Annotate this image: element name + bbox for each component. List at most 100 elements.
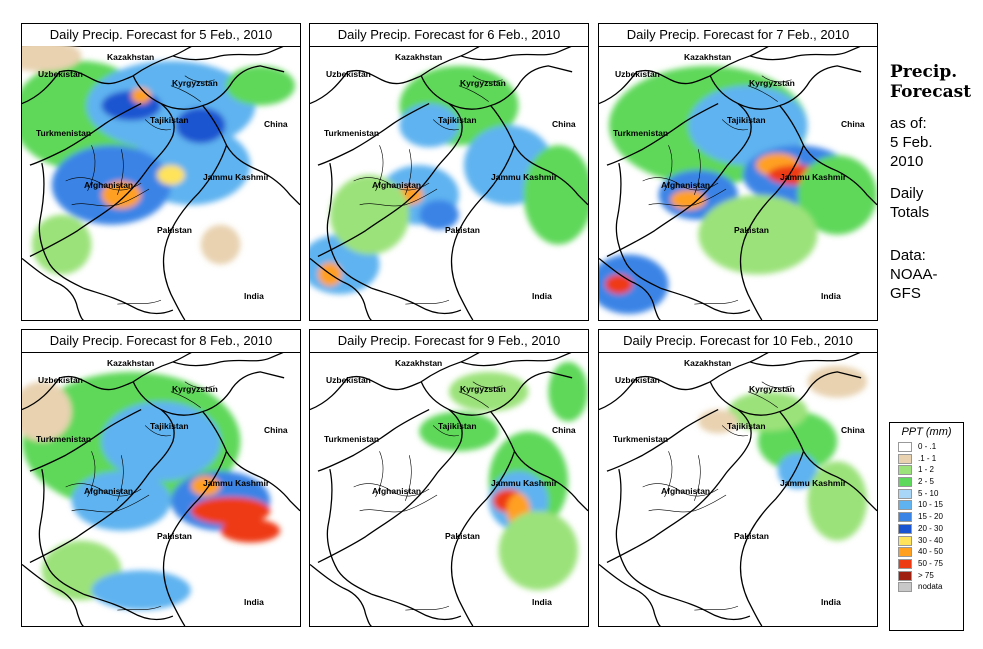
map-label-kyrgyzstan: Kyrgyzstan (749, 384, 795, 394)
map-label-kyrgyzstan: Kyrgyzstan (749, 78, 795, 88)
map-label-kyrgyzstan: Kyrgyzstan (172, 384, 218, 394)
precip-area (498, 510, 579, 591)
country-border (22, 257, 84, 320)
province-border (65, 483, 142, 497)
totals-block: Daily Totals (890, 184, 929, 222)
legend-swatch (898, 442, 912, 452)
legend-item: 50 - 75 (890, 558, 963, 570)
province-border (642, 177, 719, 191)
province-border (71, 494, 150, 513)
precip-area (71, 471, 171, 531)
country-border (326, 469, 372, 595)
country-border (29, 103, 175, 258)
legend-swatch (898, 453, 912, 464)
country-border (172, 352, 285, 367)
map-label-turkmenistan: Turkmenistan (613, 434, 669, 444)
map-label-pakistan: Pakistan (734, 531, 769, 541)
country-border (22, 563, 84, 626)
precip-area (399, 103, 459, 148)
province-border (721, 425, 748, 437)
country-border (606, 103, 719, 166)
precip-area (797, 155, 877, 235)
precip-area (101, 401, 221, 482)
province-border (648, 188, 727, 207)
legend-label: 50 - 75 (918, 558, 943, 568)
legend-label: 5 - 10 (918, 488, 939, 498)
province-border (405, 605, 450, 611)
precip-area (523, 145, 588, 245)
map-canvas (310, 352, 588, 626)
country-border (202, 105, 300, 206)
legend-label: 2 - 5 (918, 477, 935, 487)
country-border (326, 163, 372, 289)
province-border (694, 299, 739, 305)
legend-swatch (898, 477, 912, 488)
map-label-kyrgyzstan: Kyrgyzstan (172, 78, 218, 88)
map-label-afghanistan: Afghanistan (372, 180, 422, 190)
province-border (170, 85, 201, 102)
precip-area (548, 361, 588, 422)
country-border (450, 451, 516, 626)
province-border (642, 483, 719, 497)
as-of-block: as of: 5 Feb. 2010 (890, 114, 933, 171)
map-label-afghanistan: Afghanistan (661, 180, 711, 190)
legend-swatch (898, 523, 912, 534)
source-line-1: Data: (890, 247, 926, 264)
precip-area (604, 274, 633, 295)
province-border (184, 75, 215, 83)
legend-item: 40 - 50 (890, 546, 963, 558)
precip-map: Kazakhstan Uzbekistan Kyrgyzstan Tajikistan… (22, 46, 300, 320)
province-border (359, 188, 438, 207)
legend-swatch (898, 500, 912, 511)
province-border (694, 149, 701, 196)
panel-title: Daily Precip. Forecast for 5 Feb., 2010 (22, 24, 300, 47)
precip-area (419, 199, 459, 230)
map-canvas (310, 46, 588, 320)
map-label-turkmenistan: Turkmenistan (324, 434, 380, 444)
forecast-panel-5: Daily Precip. Forecast for 9 Feb., 2010 K… (309, 329, 589, 627)
precip-area (698, 194, 818, 275)
legend-item: 2 - 5 (890, 476, 963, 488)
map-label-kazakhstan: Kazakhstan (395, 52, 443, 62)
province-border (405, 149, 412, 196)
country-border (749, 352, 862, 367)
as-of-date: 5 Feb. (890, 134, 933, 151)
country-border (749, 46, 862, 61)
legend-swatch (898, 488, 912, 499)
map-label-kyrgyzstan: Kyrgyzstan (460, 78, 506, 88)
heading-line-2: Forecast (890, 82, 972, 102)
country-border (779, 105, 877, 206)
precip-map: Kazakhstan Uzbekistan Kyrgyzstan Tajikistan… (22, 352, 300, 626)
province-border (472, 75, 503, 83)
country-border (317, 103, 463, 258)
map-label-china: China (264, 425, 288, 435)
province-border (648, 494, 727, 513)
province-border (117, 299, 162, 305)
legend-item: 15 - 20 (890, 511, 963, 523)
country-border (29, 103, 142, 166)
country-border (606, 103, 752, 258)
country-border (450, 145, 516, 320)
province-border (184, 381, 215, 389)
precip-map: Kazakhstan Uzbekistan Kyrgyzstan Tajikistan… (599, 352, 877, 626)
precip-area (157, 165, 185, 185)
precip-area (22, 46, 82, 72)
map-canvas (22, 352, 300, 626)
legend-label: 40 - 50 (918, 547, 943, 557)
country-border (599, 563, 661, 626)
map-label-pakistan: Pakistan (157, 531, 192, 541)
country-border (599, 46, 770, 105)
map-label-pakistan: Pakistan (734, 225, 769, 235)
map-label-tajikistan: Tajikistan (727, 115, 766, 125)
precip-area (807, 365, 868, 398)
legend-item: 1 - 2 (890, 464, 963, 476)
province-border (117, 149, 124, 196)
map-label-tajikistan: Tajikistan (150, 115, 189, 125)
map-canvas (599, 352, 877, 626)
legend-swatch (898, 535, 912, 546)
province-border (375, 451, 384, 498)
country-border (371, 593, 462, 621)
country-border (162, 451, 228, 626)
province-border (694, 605, 739, 611)
map-label-jammu-kashmir: Jammu Kashmir (780, 478, 847, 488)
